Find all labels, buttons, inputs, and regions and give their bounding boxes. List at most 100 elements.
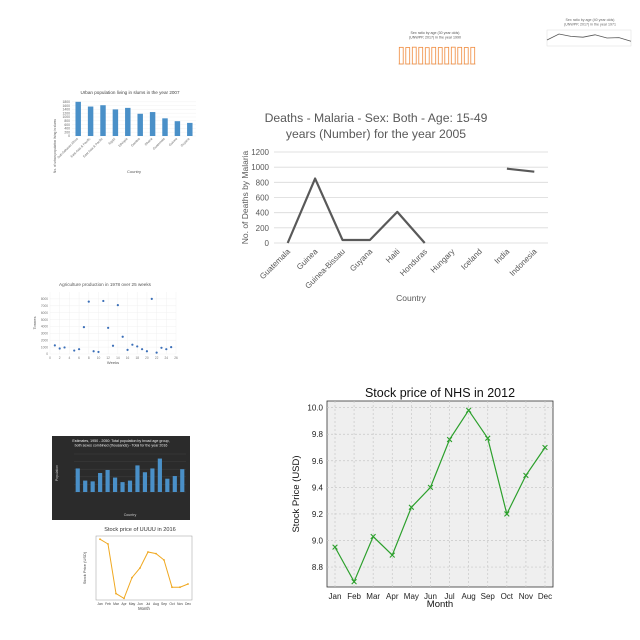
bar bbox=[424, 47, 430, 65]
x-tick-label: Gambia bbox=[130, 137, 141, 148]
y-tick-label: 1000 bbox=[62, 115, 70, 119]
y-tick-label: 10.0 bbox=[307, 404, 323, 413]
y-tick-label: 7000 bbox=[41, 304, 48, 308]
slums-2007-svg: Urban population living in slums in the … bbox=[53, 90, 196, 174]
y-tick-label: 200 bbox=[64, 130, 70, 134]
data-point bbox=[139, 567, 141, 569]
x-tick-label: Nov bbox=[519, 592, 533, 601]
chart-sex-ratio-1990: Sex ratio by age (30 year olds) (UNWPP, 2… bbox=[390, 28, 480, 72]
x-tick-label: 10 bbox=[97, 356, 101, 360]
x-tick-label: Aug bbox=[153, 602, 159, 606]
y-tick-label: 400 bbox=[256, 209, 270, 218]
x-tick-label: 4 bbox=[68, 356, 70, 360]
y-tick-label: 1400 bbox=[62, 108, 70, 112]
x-tick-label: 2 bbox=[59, 356, 61, 360]
bar bbox=[142, 472, 148, 492]
bar bbox=[174, 121, 181, 136]
bar bbox=[165, 478, 170, 492]
chart-title: Stock price of UUUU in 2016 bbox=[104, 527, 176, 533]
y-tick-label: 9.0 bbox=[312, 537, 324, 546]
data-point bbox=[351, 578, 357, 585]
y-tick-label: 9.6 bbox=[312, 457, 324, 466]
y-tick-label: 9.4 bbox=[312, 483, 324, 492]
y-tick-label: 1800 bbox=[62, 100, 70, 104]
y-axis-label: No. of urban population living in slums bbox=[53, 119, 57, 173]
y-tick-label: 9.8 bbox=[312, 430, 324, 439]
data-point bbox=[131, 343, 134, 346]
data-point bbox=[102, 299, 105, 303]
y-axis-label: Tonnes bbox=[32, 317, 37, 330]
x-tick-label: Sub-Saharan Africa bbox=[57, 137, 80, 160]
x-tick-label: India bbox=[493, 247, 512, 266]
data-point bbox=[408, 504, 415, 511]
y-tick-label: 3000 bbox=[41, 332, 48, 336]
series-line bbox=[506, 167, 535, 173]
chart-malaria-2005: Deaths - Malaria - Sex: Both - Age: 15-4… bbox=[230, 108, 560, 308]
bar bbox=[105, 469, 110, 492]
x-tick-label: May bbox=[129, 602, 136, 606]
bar bbox=[457, 46, 463, 65]
chart-nhs-2012: Stock price of NHS in 2012 8.8 9.0 9.2 9.4 9.… bbox=[285, 380, 565, 615]
data-point bbox=[160, 346, 163, 349]
bar bbox=[463, 47, 469, 65]
x-axis-label: Country bbox=[396, 293, 427, 303]
data-point bbox=[179, 586, 181, 589]
series-line bbox=[546, 33, 632, 42]
x-tick-label: Dec bbox=[185, 602, 191, 606]
bar bbox=[120, 482, 125, 492]
y-tick-label: 1200 bbox=[62, 111, 70, 115]
data-point bbox=[53, 344, 56, 347]
x-tick-label: 26 bbox=[174, 356, 178, 360]
x-tick-label: Sep bbox=[481, 592, 496, 601]
data-point bbox=[97, 350, 100, 354]
chart-uuuu-2016: Stock price of UUUU in 2016 Jan Feb Mar Apr M… bbox=[80, 524, 195, 612]
data-point bbox=[165, 348, 168, 351]
x-tick-label: Mar bbox=[113, 602, 120, 606]
y-tick-label: 0 bbox=[68, 134, 70, 138]
bar bbox=[418, 46, 424, 65]
bar bbox=[75, 468, 80, 492]
x-tick-label: Haiti bbox=[384, 247, 402, 265]
bar bbox=[470, 46, 476, 65]
x-tick-label: 14 bbox=[116, 356, 120, 360]
x-tick-label: 16 bbox=[126, 356, 130, 360]
x-axis-label: Month bbox=[138, 606, 150, 611]
plot-area bbox=[326, 400, 554, 588]
x-tick-label: 22 bbox=[155, 356, 159, 360]
x-tick-label: 8 bbox=[88, 356, 90, 360]
x-tick-label: Apr bbox=[386, 592, 399, 601]
bar bbox=[162, 118, 168, 136]
data-point bbox=[131, 576, 133, 579]
bar bbox=[83, 480, 88, 492]
x-tick-label: Guatemala bbox=[258, 247, 292, 281]
data-point bbox=[163, 559, 165, 561]
bar bbox=[157, 458, 162, 492]
data-point bbox=[63, 346, 66, 349]
x-tick-label: Iceland bbox=[459, 247, 484, 272]
x-tick-label: Feb bbox=[105, 602, 111, 606]
data-point bbox=[504, 511, 510, 517]
x-tick-label: Guatemala bbox=[152, 137, 166, 151]
y-tick-label: 800 bbox=[64, 119, 70, 123]
bar bbox=[444, 46, 450, 65]
data-point bbox=[136, 345, 139, 348]
data-point bbox=[370, 533, 376, 540]
sex-ratio-1971-svg: Sex ratio by age (40 year olds) (UNWPP, 2… bbox=[546, 18, 632, 47]
bar bbox=[450, 46, 456, 65]
y-axis-label: Stock Price (USD) bbox=[82, 551, 87, 584]
data-point bbox=[107, 543, 109, 545]
bar bbox=[405, 47, 411, 65]
series-line bbox=[334, 409, 546, 584]
x-tick-label: 6 bbox=[78, 356, 80, 360]
bar bbox=[135, 465, 140, 492]
plot-area bbox=[546, 29, 632, 47]
x-tick-label: 24 bbox=[165, 356, 169, 360]
y-tick-label: 4000 bbox=[41, 325, 48, 329]
bar bbox=[172, 476, 177, 492]
data-point bbox=[446, 436, 453, 443]
bar bbox=[437, 47, 443, 65]
x-tick-label: Oct bbox=[169, 602, 174, 606]
x-tick-label: Nov bbox=[177, 602, 183, 606]
bar bbox=[100, 105, 106, 136]
